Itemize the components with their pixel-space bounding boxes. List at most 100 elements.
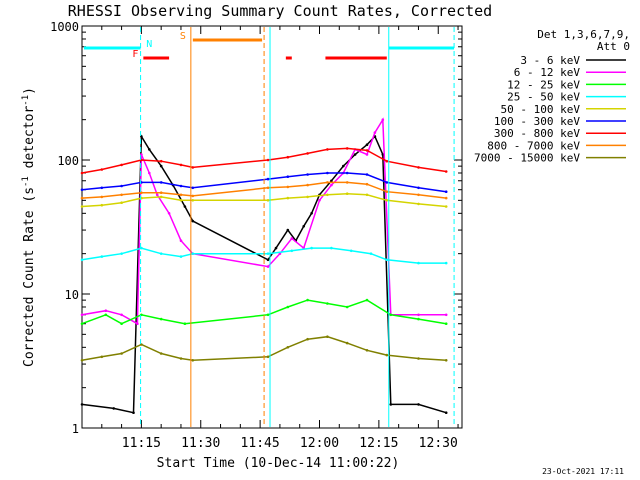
data-point [179,255,183,258]
data-point [345,181,349,184]
data-point [140,191,143,194]
legend-header-line-2: Att 0 [597,40,630,53]
data-point [290,249,294,253]
data-point [330,183,333,187]
plot-frame [81,25,463,429]
data-point [100,255,104,258]
data-point [266,252,270,255]
data-point [369,252,373,255]
data-point [100,355,104,359]
data-point [179,184,183,188]
data-point [80,258,84,262]
legend-label: 6 - 12 keV [514,66,581,79]
data-point [353,153,357,156]
data-point [120,313,123,317]
data-point [417,186,420,190]
y-axis-title-main: Corrected Count Rate (s [22,187,37,367]
legend-label: 3 - 6 keV [520,54,580,67]
data-point [385,181,389,184]
data-point [120,184,123,188]
data-point [417,317,420,321]
data-point [373,131,377,134]
data-point [104,313,108,317]
data-point [159,191,163,194]
data-point [365,349,369,352]
data-point [444,359,448,362]
data-point [306,173,309,176]
series-line [81,147,447,174]
data-point [389,313,393,317]
data-point [345,305,349,309]
data-point [290,237,294,240]
data-point [80,171,84,175]
data-point [306,152,309,155]
data-point [274,246,278,250]
data-point [136,322,139,326]
data-point [365,182,369,186]
x-tick-label: 11:45 [241,436,280,451]
data-point [389,403,393,406]
data-point [417,202,420,206]
data-point [326,335,329,339]
data-point [444,170,448,173]
y-tick-label: 10 [65,288,79,302]
y-axis-title: Corrected Count Rate (s-1 detector-1) [21,87,37,367]
x-tick-label: 12:00 [300,436,339,451]
data-point [306,337,309,341]
data-point [80,359,84,362]
data-point [444,190,448,193]
y-tick-label: 100 [57,154,79,168]
data-point [385,353,389,357]
data-point [179,357,183,360]
data-point [80,313,84,317]
data-point [444,261,448,265]
data-point [444,411,448,415]
data-point [365,298,369,302]
data-point [266,177,270,181]
flag-label: N [146,39,152,50]
data-point [159,317,163,321]
legend-label: 50 - 100 keV [501,103,581,116]
data-point [286,175,290,178]
series-line [81,181,447,199]
data-point [444,196,448,200]
data-point [365,149,369,152]
data-point [444,205,448,208]
x-tick-label: 12:30 [419,436,458,451]
data-point [80,403,84,406]
data-point [326,148,329,151]
data-point [191,359,195,362]
data-point [100,168,104,171]
data-point [266,355,270,359]
data-point [310,212,313,215]
data-point [286,346,290,349]
x-tick-label: 11:15 [122,436,161,451]
y-axis-title-sup2: -1 [21,95,31,106]
data-point [159,181,163,184]
data-point [191,252,195,255]
data-point [345,341,349,345]
data-point [381,118,385,121]
data-point [191,186,195,190]
data-point [179,163,183,167]
flag-label: S [180,31,186,42]
data-point [167,212,171,215]
data-point [100,195,104,199]
data-point [120,201,123,204]
data-point [120,163,123,167]
flag-label: F [132,49,138,60]
series-line [81,335,447,362]
data-point [330,246,333,250]
data-point [385,190,389,193]
data-point [148,148,151,151]
data-point [155,193,159,197]
data-point [365,153,369,156]
data-point [306,298,309,302]
data-point [310,246,313,250]
data-point [417,403,420,406]
series-line [81,247,447,264]
data-point [444,313,448,317]
legend-label: 25 - 50 keV [507,91,580,104]
